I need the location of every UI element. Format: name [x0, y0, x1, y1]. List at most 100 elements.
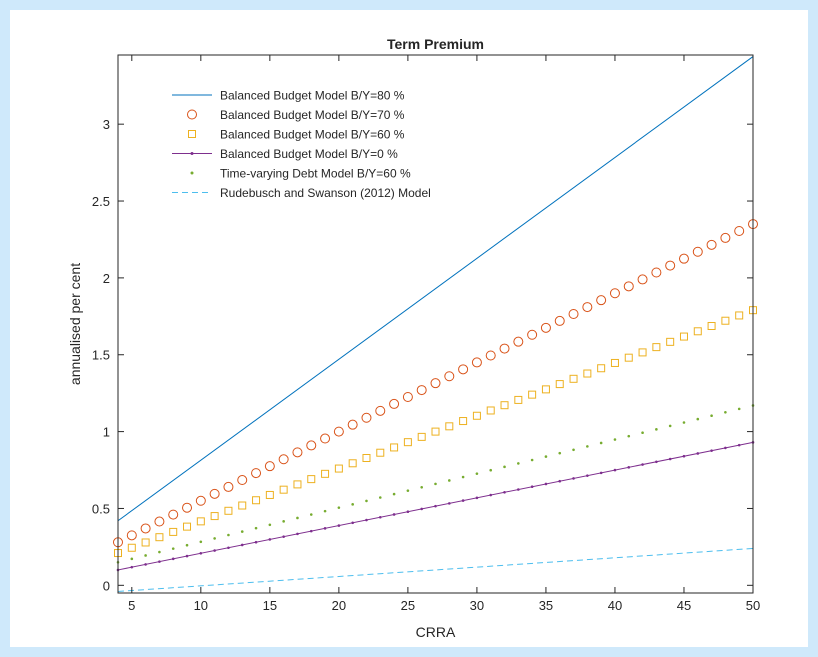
data-point	[213, 537, 216, 540]
x-tick-label: 40	[608, 598, 622, 613]
data-point	[513, 336, 524, 347]
data-point	[158, 560, 161, 563]
legend-item-3: Balanced Budget Model B/Y=60 %	[188, 128, 405, 142]
data-point	[240, 543, 244, 547]
data-point	[586, 445, 589, 448]
data-point	[652, 343, 661, 352]
data-point	[641, 431, 644, 435]
data-point	[503, 465, 506, 469]
y-tick-label: 2.5	[92, 194, 110, 209]
legend-swatch-dot	[190, 152, 194, 155]
series-3	[114, 306, 757, 558]
data-point	[503, 490, 506, 494]
data-point	[320, 433, 331, 444]
data-point	[706, 239, 717, 250]
data-point	[527, 329, 538, 340]
y-tick-label: 1	[103, 425, 110, 440]
data-point	[127, 543, 136, 552]
data-point	[444, 371, 455, 382]
data-point	[144, 563, 147, 566]
data-point	[296, 516, 299, 520]
data-point	[265, 490, 274, 499]
data-point	[682, 421, 686, 424]
legend-item-2: Balanced Budget Model B/Y=70 %	[187, 108, 405, 122]
data-point	[389, 398, 400, 409]
data-point	[641, 463, 644, 466]
legend-label: Balanced Budget Model B/Y=60 %	[220, 128, 405, 142]
data-point	[292, 447, 303, 458]
data-point	[251, 468, 262, 479]
data-point	[348, 459, 357, 468]
data-point	[238, 501, 247, 510]
data-point	[679, 332, 688, 341]
x-tick-label: 10	[194, 598, 208, 613]
data-point	[599, 441, 603, 445]
y-tick-label: 2	[103, 271, 110, 286]
x-tick-label: 25	[401, 598, 415, 613]
axes-box	[117, 54, 754, 594]
data-point	[459, 417, 468, 426]
axes-layer: 5 10 15 20 25 30 35 40 45 50 0 0.5 1 1.5 2 2.5 3	[92, 54, 760, 613]
y-tick-label: 1.5	[92, 348, 110, 363]
data-point	[724, 410, 727, 414]
data-point	[431, 427, 440, 436]
data-point	[655, 460, 658, 464]
data-point	[195, 495, 206, 506]
data-point	[362, 453, 371, 462]
legend-item-5: Time-varying Debt Model B/Y=60 %	[190, 167, 411, 181]
data-point	[720, 232, 731, 243]
data-point	[392, 513, 396, 516]
x-tick-label: 50	[746, 598, 760, 613]
series-line	[117, 56, 754, 522]
data-point	[227, 546, 230, 550]
legend: Balanced Budget Model B/Y=80 % Balanced B…	[172, 89, 431, 200]
data-point	[196, 517, 205, 526]
data-point	[613, 438, 617, 441]
data-point	[126, 530, 137, 541]
data-point	[627, 466, 631, 469]
data-point	[307, 475, 316, 484]
data-point	[475, 472, 479, 475]
data-point	[333, 426, 344, 437]
data-point	[445, 422, 454, 431]
data-point	[544, 455, 548, 458]
data-point	[613, 468, 617, 472]
data-point	[651, 267, 662, 278]
data-point	[376, 448, 385, 457]
data-point	[737, 443, 741, 447]
data-point	[185, 543, 189, 547]
data-point	[499, 343, 510, 354]
legend-label: Balanced Budget Model B/Y=0 %	[220, 147, 398, 161]
data-point	[448, 479, 451, 482]
data-point	[638, 348, 647, 357]
data-point	[182, 502, 193, 513]
data-point	[168, 509, 179, 520]
data-point	[183, 522, 192, 531]
data-point	[334, 464, 343, 473]
data-point	[724, 446, 727, 450]
data-point	[655, 428, 658, 431]
data-point	[141, 538, 150, 547]
data-point	[624, 353, 633, 362]
data-point	[213, 549, 216, 552]
x-axis-label: CRRA	[416, 624, 456, 640]
data-point	[471, 357, 482, 368]
data-point	[240, 530, 244, 533]
data-point	[406, 510, 410, 513]
data-point	[458, 364, 469, 375]
data-point	[337, 524, 341, 527]
data-point	[555, 380, 564, 389]
y-tick-label: 3	[103, 117, 110, 132]
data-point	[224, 506, 233, 515]
data-point	[254, 540, 258, 544]
data-point	[568, 309, 579, 320]
legend-item-4: Balanced Budget Model B/Y=0 %	[172, 147, 398, 161]
data-point	[610, 358, 619, 367]
data-point	[597, 364, 606, 373]
data-point	[199, 552, 203, 555]
chart-figure: Term Premium CRRA annualised per cent 5 1…	[10, 10, 808, 647]
legend-item-1: Balanced Budget Model B/Y=80 %	[172, 89, 405, 103]
legend-label: Balanced Budget Model B/Y=70 %	[220, 108, 405, 122]
data-point	[489, 468, 493, 472]
legend-swatch-square	[188, 130, 196, 138]
